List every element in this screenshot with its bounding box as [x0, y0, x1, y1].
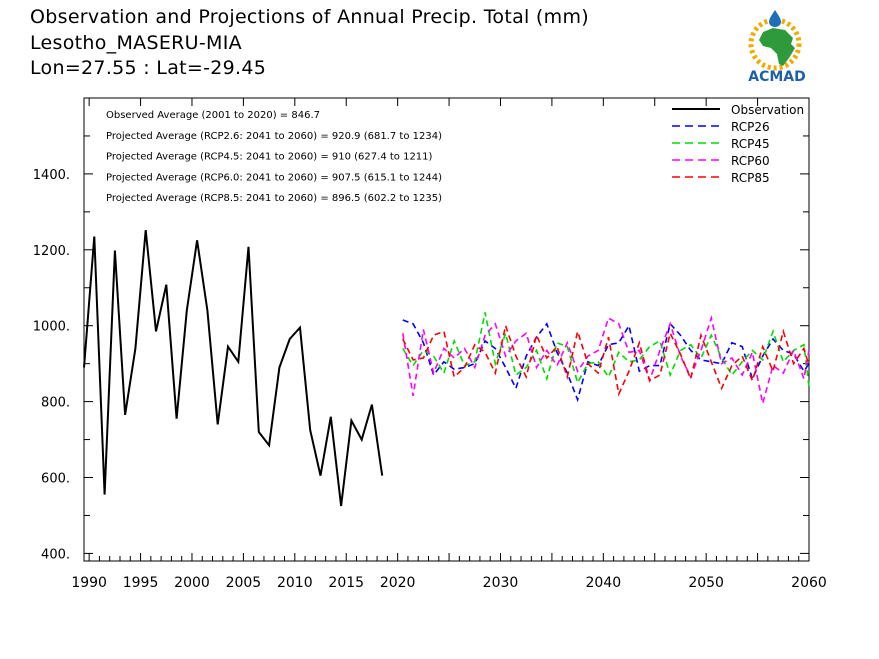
series-line-rcp26 — [402, 319, 810, 403]
series-line-rcp45 — [402, 312, 810, 387]
series-line-observation — [83, 229, 384, 507]
y-tick-label: 400. — [41, 547, 70, 562]
acmad-logo: ACMAD — [748, 10, 806, 85]
series-line-rcp85 — [402, 322, 810, 397]
legend-label: RCP26 — [731, 120, 770, 134]
annotation-text: Observed Average (2001 to 2020) = 846.7 — [106, 110, 320, 121]
y-tick-label: 600. — [41, 472, 70, 487]
x-tick-label: 2030 — [483, 575, 519, 591]
logo-water-drop — [769, 10, 781, 27]
x-tick-label: 2060 — [791, 575, 827, 591]
annotation-text: Projected Average (RCP4.5: 2041 to 2060)… — [106, 152, 433, 163]
series-line-rcp60 — [402, 315, 810, 404]
legend-label: Observation — [731, 103, 804, 117]
y-tick-label: 1000. — [33, 320, 70, 335]
x-tick-label: 2050 — [688, 575, 724, 591]
y-tick-label: 800. — [41, 396, 70, 411]
legend-label: RCP45 — [731, 137, 770, 151]
x-tick-label: 2010 — [277, 575, 313, 591]
y-tick-label: 1400. — [33, 168, 70, 183]
annotation-text: Projected Average (RCP2.6: 2041 to 2060)… — [106, 131, 442, 142]
y-axis: 400. 600. 800. 1000. 1200. 1400. — [33, 135, 809, 562]
logo-sun-ring — [748, 17, 802, 71]
legend-label: RCP60 — [731, 154, 770, 168]
annotation-text: Projected Average (RCP6.0: 2041 to 2060)… — [106, 172, 442, 183]
logo-africa-shape — [759, 28, 795, 66]
legend-label: RCP85 — [731, 171, 770, 185]
series-layer — [83, 229, 810, 507]
x-tick-label: 2040 — [586, 575, 622, 591]
station-name: Lesotho_MASERU-MIA — [30, 32, 242, 54]
y-tick-label: 1200. — [33, 244, 70, 259]
legend: Observation RCP26 RCP45 RCP60 RCP85 — [672, 103, 804, 185]
x-tick-label: 2015 — [328, 575, 364, 591]
logo-text: ACMAD — [748, 69, 806, 85]
x-tick-label: 1990 — [71, 575, 107, 591]
x-tick-label: 1995 — [123, 575, 159, 591]
chart-title: Observation and Projections of Annual Pr… — [30, 6, 589, 28]
x-tick-label: 2005 — [226, 575, 262, 591]
x-axis: 1990 1995 2000 2005 2010 2015 2020 2030 2040 2050… — [71, 98, 827, 591]
station-coordinates: Lon=27.55 : Lat=-29.45 — [30, 57, 267, 79]
x-tick-label: 2000 — [174, 575, 210, 591]
annotation-block: Observed Average (2001 to 2020) = 846.7 P… — [106, 110, 442, 204]
annotation-text: Projected Average (RCP8.5: 2041 to 2060)… — [106, 193, 442, 204]
plot-frame — [83, 97, 810, 562]
x-tick-label: 2020 — [380, 575, 416, 591]
